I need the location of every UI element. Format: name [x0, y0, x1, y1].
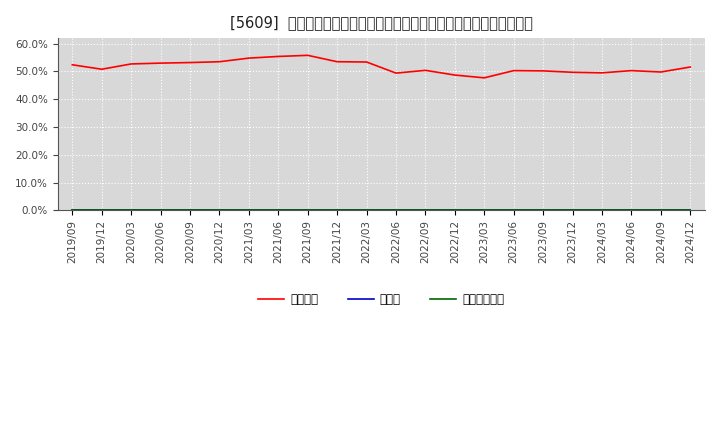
のれん — [156, 208, 165, 213]
自己資本 — [274, 54, 283, 59]
自己資本 — [568, 70, 577, 75]
のれん — [627, 208, 636, 213]
のれん — [480, 208, 489, 213]
自己資本 — [97, 66, 106, 72]
のれん — [127, 208, 135, 213]
自己資本 — [627, 68, 636, 73]
自己資本 — [480, 75, 489, 81]
自己資本 — [303, 53, 312, 58]
繰延税金資産 — [215, 208, 224, 213]
繰延税金資産 — [657, 208, 665, 213]
のれん — [303, 208, 312, 213]
のれん — [333, 208, 341, 213]
自己資本 — [657, 70, 665, 75]
Legend: 自己資本, のれん, 繰延税金資産: 自己資本, のれん, 繰延税金資産 — [253, 289, 509, 311]
のれん — [215, 208, 224, 213]
繰延税金資産 — [186, 208, 194, 213]
のれん — [421, 208, 430, 213]
のれん — [568, 208, 577, 213]
のれん — [539, 208, 547, 213]
Line: 自己資本: 自己資本 — [72, 55, 690, 78]
自己資本 — [362, 59, 371, 65]
のれん — [598, 208, 606, 213]
繰延税金資産 — [510, 208, 518, 213]
のれん — [186, 208, 194, 213]
自己資本 — [510, 68, 518, 73]
繰延税金資産 — [97, 208, 106, 213]
自己資本 — [156, 60, 165, 66]
のれん — [362, 208, 371, 213]
のれん — [97, 208, 106, 213]
自己資本 — [451, 73, 459, 78]
のれん — [510, 208, 518, 213]
繰延税金資産 — [127, 208, 135, 213]
繰延税金資産 — [68, 208, 76, 213]
繰延税金資産 — [303, 208, 312, 213]
のれん — [274, 208, 283, 213]
繰延税金資産 — [451, 208, 459, 213]
繰延税金資産 — [362, 208, 371, 213]
自己資本 — [186, 60, 194, 65]
繰延税金資産 — [598, 208, 606, 213]
繰延税金資産 — [627, 208, 636, 213]
繰延税金資産 — [274, 208, 283, 213]
繰延税金資産 — [333, 208, 341, 213]
自己資本 — [127, 61, 135, 66]
繰延税金資産 — [421, 208, 430, 213]
繰延税金資産 — [156, 208, 165, 213]
自己資本 — [421, 68, 430, 73]
自己資本 — [539, 68, 547, 73]
のれん — [68, 208, 76, 213]
繰延税金資産 — [245, 208, 253, 213]
自己資本 — [598, 70, 606, 76]
自己資本 — [245, 55, 253, 61]
繰延税金資産 — [686, 208, 695, 213]
のれん — [245, 208, 253, 213]
のれん — [451, 208, 459, 213]
繰延税金資産 — [480, 208, 489, 213]
のれん — [657, 208, 665, 213]
Title: [5609]  自己資本、のれん、繰延税金資産の総資産に対する比率の推移: [5609] 自己資本、のれん、繰延税金資産の総資産に対する比率の推移 — [230, 15, 533, 30]
自己資本 — [215, 59, 224, 64]
自己資本 — [333, 59, 341, 64]
繰延税金資産 — [539, 208, 547, 213]
自己資本 — [686, 64, 695, 70]
繰延税金資産 — [568, 208, 577, 213]
のれん — [686, 208, 695, 213]
自己資本 — [68, 62, 76, 67]
自己資本 — [392, 70, 400, 76]
繰延税金資産 — [392, 208, 400, 213]
のれん — [392, 208, 400, 213]
